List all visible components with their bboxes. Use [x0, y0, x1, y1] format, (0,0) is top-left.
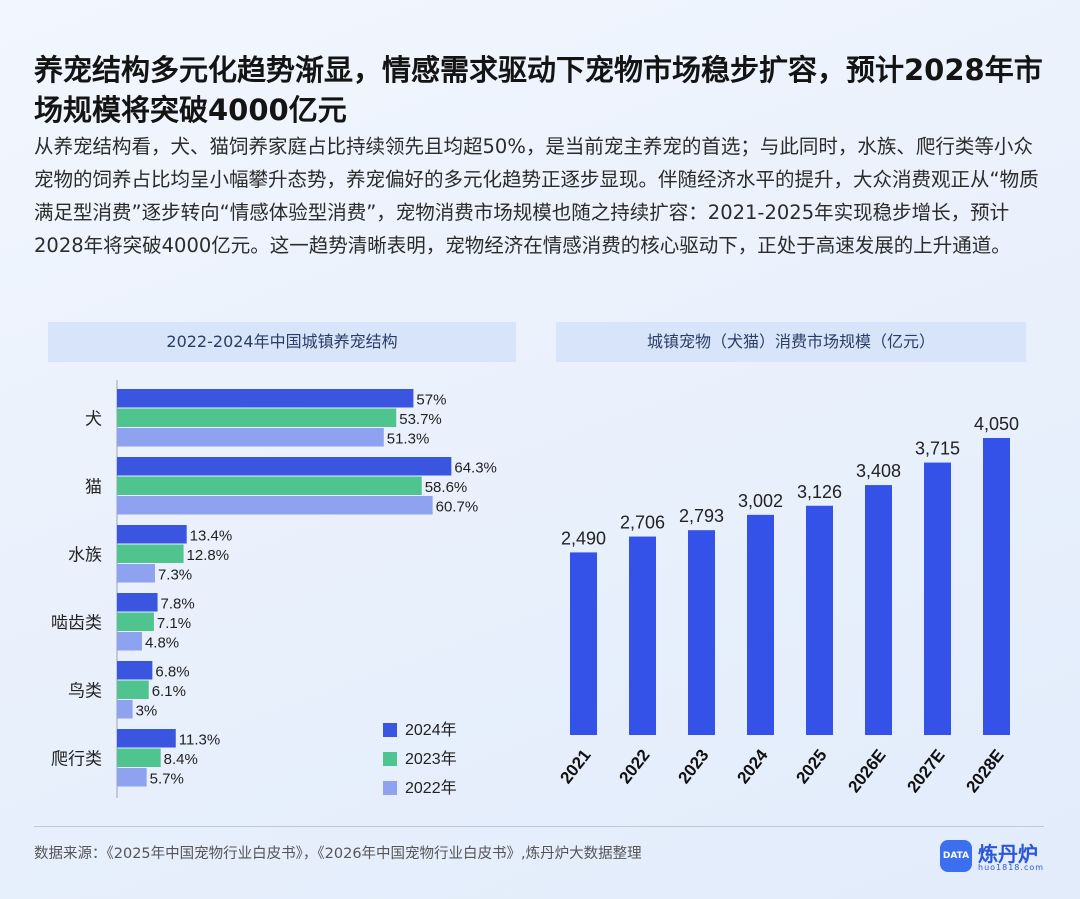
market-year-label-5: 2026E: [844, 746, 889, 796]
market-value-label-1: 2,706: [620, 513, 665, 533]
market-bar-7: [983, 438, 1010, 735]
bar-value-label-4-1: 6.1%: [152, 683, 186, 700]
market-year-label-6: 2027E: [903, 746, 948, 796]
bar-value-label-2-0: 13.4%: [190, 528, 233, 545]
bar-value-label-0-1: 53.7%: [399, 411, 442, 428]
bar-3-0: [117, 593, 158, 612]
intro-paragraph: 从养宠结构看，犬、猫饲养家庭占比持续领先且均超50%，是当前宠主养宠的首选；与此…: [34, 135, 1039, 257]
bar-value-label-2-2: 7.3%: [158, 567, 192, 584]
market-value-label-7: 4,050: [974, 414, 1019, 434]
bar-value-label-5-1: 8.4%: [164, 751, 198, 768]
bar-4-0: [117, 661, 153, 680]
bar-2-0: [117, 525, 187, 544]
pet-structure-chart-title: 2022-2024年中国城镇养宠结构: [48, 322, 516, 362]
market-value-label-6: 3,715: [915, 439, 960, 459]
bar-2-2: [117, 564, 155, 583]
data-source: 数据来源：《2025年中国宠物行业白皮书》，《2026年中国宠物行业白皮书》,炼…: [34, 846, 642, 862]
bar-value-label-4-2: 3%: [136, 703, 158, 720]
page-title: 养宠结构多元化趋势渐显，情感需求驱动下宠物市场稳步扩容，预计2028年市场规模将…: [34, 53, 1043, 127]
market-value-label-0: 2,490: [561, 528, 606, 548]
bar-1-1: [117, 476, 422, 495]
market-bar-0: [570, 552, 597, 735]
category-label-3: 啮齿类: [51, 613, 102, 632]
logo-icon: DATA: [940, 840, 972, 872]
bar-value-label-0-2: 51.3%: [387, 431, 430, 448]
bar-value-label-2-1: 12.8%: [187, 547, 230, 564]
bar-value-label-1-0: 64.3%: [454, 460, 497, 477]
market-size-chart-title: 城镇宠物（犬猫）消费市场规模（亿元）: [556, 322, 1026, 362]
market-year-label-1: 2022: [615, 746, 653, 788]
market-year-label-4: 2025: [792, 746, 830, 788]
bar-0-1: [117, 408, 397, 427]
bar-value-label-3-1: 7.1%: [157, 615, 191, 632]
bar-5-0: [117, 729, 176, 748]
market-year-label-2: 2023: [674, 746, 712, 788]
market-value-label-4: 3,126: [797, 482, 842, 502]
legend-label-2: 2022年: [405, 779, 457, 797]
bar-value-label-3-0: 7.8%: [161, 596, 195, 613]
market-bar-3: [747, 514, 774, 735]
bar-value-label-1-2: 60.7%: [436, 499, 479, 516]
bar-1-2: [117, 496, 433, 515]
market-bar-4: [806, 505, 833, 735]
legend-swatch-0: [383, 723, 397, 737]
market-value-label-3: 3,002: [738, 491, 783, 511]
category-label-5: 爬行类: [51, 749, 102, 768]
logo-url: huo1818.com: [978, 863, 1045, 872]
bar-0-0: [117, 389, 414, 408]
legend-swatch-1: [383, 752, 397, 766]
category-label-0: 犬: [85, 409, 102, 428]
bar-4-2: [117, 700, 133, 719]
legend-swatch-2: [383, 781, 397, 795]
bar-1-0: [117, 457, 452, 476]
bar-5-2: [117, 768, 147, 787]
market-value-label-2: 2,793: [679, 506, 724, 526]
bar-2-1: [117, 544, 184, 563]
market-year-label-3: 2024: [733, 745, 772, 787]
bar-0-2: [117, 428, 384, 447]
bar-5-1: [117, 748, 161, 767]
category-label-1: 猫: [85, 477, 102, 496]
bar-value-label-1-1: 58.6%: [425, 479, 468, 496]
market-value-label-5: 3,408: [856, 461, 901, 481]
category-label-4: 鸟类: [68, 681, 102, 700]
bar-3-2: [117, 632, 142, 651]
bar-4-1: [117, 680, 149, 699]
legend-label-0: 2024年: [405, 721, 457, 739]
bar-value-label-0-0: 57%: [416, 392, 446, 409]
category-label-2: 水族: [68, 545, 102, 564]
bar-value-label-5-2: 5.7%: [150, 771, 184, 788]
logo-name: 炼丹炉: [978, 842, 1038, 866]
market-year-label-0: 2021: [556, 746, 594, 788]
market-year-label-7: 2028E: [962, 746, 1007, 796]
market-bar-6: [924, 462, 951, 735]
market-bar-2: [688, 530, 715, 735]
legend-label-1: 2023年: [405, 750, 457, 768]
bar-value-label-4-0: 6.8%: [155, 664, 189, 681]
market-bar-5: [865, 485, 892, 735]
footer-divider: [34, 826, 1044, 827]
bar-value-label-5-0: 11.3%: [179, 732, 220, 749]
bar-value-label-3-2: 4.8%: [145, 635, 179, 652]
market-bar-1: [629, 536, 656, 735]
bar-3-1: [117, 612, 154, 631]
